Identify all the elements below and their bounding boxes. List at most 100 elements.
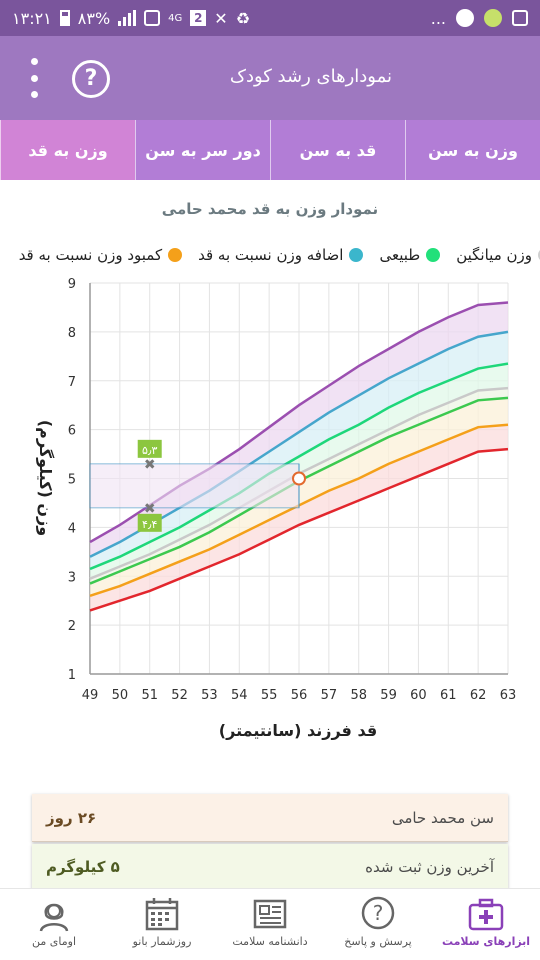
marker-label: ۵٫۳	[142, 444, 157, 457]
marker-cross-icon: ✖	[144, 501, 156, 517]
x-tick-label: 53	[201, 688, 218, 703]
more-dots: ...	[430, 8, 446, 28]
nav-calendar[interactable]: روزشمار بانو	[108, 889, 216, 960]
marker-label: ۴٫۴	[142, 518, 157, 531]
chart-band	[90, 424, 508, 611]
gallery-icon	[512, 10, 528, 26]
last-weight-card: آخرین وزن ثبت شده ۵ کیلوگرم	[32, 844, 508, 890]
series-line	[89, 447, 509, 612]
leaf-icon	[484, 9, 502, 27]
y-tick-label: 7	[68, 375, 76, 390]
nav-label: ابزارهای سلامت	[441, 935, 531, 948]
marker-cross-icon: ✖	[144, 457, 156, 473]
last-weight-label: آخرین وزن ثبت شده	[365, 858, 494, 876]
legend-label: کمبود وزن نسبت به قد	[18, 246, 163, 264]
age-card: سن محمد حامی ۲۶ روز	[32, 794, 508, 842]
nav-my-profile[interactable]: اومای من	[0, 889, 108, 960]
age-label: سن محمد حامی	[391, 808, 494, 827]
y-tick-label: 3	[68, 570, 76, 585]
battery-percent: ۸۳%	[77, 8, 111, 28]
help-button[interactable]: ?	[72, 60, 110, 98]
x-tick-label: 59	[380, 688, 397, 703]
nav-label: دانشنامه سلامت	[232, 935, 308, 948]
x-tick-label: 62	[470, 688, 487, 703]
tab-head-circumference[interactable]: دور سر به سن	[135, 120, 270, 180]
weight-for-height-chart: 49 50 51 52 53 54 55 56 57 58 59 60 61 62 63123456789✖…	[36, 277, 517, 740]
x-tick-label: 54	[231, 688, 248, 703]
recycle-icon: ♻	[235, 8, 251, 28]
status-right: ...	[431, 9, 528, 28]
marker-badge	[137, 439, 162, 458]
y-tick-label: 6	[68, 424, 76, 439]
chart-legend: وزن میانگین طبیعی اضافه وزن نسبت به قد ک…	[0, 246, 540, 270]
nav-health-tools[interactable]: ابزارهای سلامت	[432, 889, 540, 960]
y-tick-label: 4	[68, 521, 76, 536]
age-value: ۲۶ روز	[46, 808, 97, 827]
y-axis-title: وزن (کیلوگرم)	[36, 420, 55, 536]
signal-icon	[118, 10, 137, 26]
nav-encyclopedia[interactable]: دانشنامه سلامت	[216, 889, 324, 960]
legend-label: طبیعی	[379, 246, 421, 264]
clock-text: ۱۳:۲۱	[12, 8, 52, 28]
tab-weight-for-age[interactable]: وزن به سن	[405, 120, 540, 180]
x-axis-title: قد فرزند (سانتیمتر)	[219, 721, 377, 740]
x-tick-label: 50	[112, 688, 129, 703]
network-type: 4G	[168, 12, 183, 24]
page-title: نمودارهای رشد کودک	[229, 66, 392, 87]
y-tick-label: 9	[68, 277, 76, 292]
x-tick-label: 63	[500, 688, 517, 703]
y-tick-label: 1	[68, 668, 76, 683]
x-tick-label: 58	[350, 688, 367, 703]
app-shortcut-icon	[456, 9, 474, 27]
legend-item-underweight[interactable]: کمبود وزن نسبت به قد	[18, 246, 183, 264]
battery-icon	[59, 10, 70, 26]
range-box	[89, 463, 300, 509]
svg-text:?: ?	[373, 901, 384, 925]
chart-band	[90, 331, 508, 569]
sim-badge: 2	[190, 10, 207, 26]
x-tick-label: 51	[141, 688, 158, 703]
sim-icon	[144, 10, 161, 26]
tab-height-for-age[interactable]: قد به سن	[270, 120, 405, 180]
status-bar: ۱۳:۲۱ ۸۳% 4G 2 ✕ ♻ ...	[0, 0, 540, 36]
legend-dot-icon	[349, 248, 364, 262]
measurement-point	[292, 471, 306, 486]
legend-label: اضافه وزن نسبت به قد	[198, 246, 344, 264]
legend-item-overweight[interactable]: اضافه وزن نسبت به قد	[198, 246, 364, 264]
tab-weight-for-height[interactable]: وزن به قد	[0, 120, 135, 180]
calendar-icon	[142, 895, 182, 933]
y-tick-label: 2	[68, 619, 76, 634]
x-tick-label: 61	[440, 688, 457, 703]
x-tick-label: 55	[261, 688, 278, 703]
nav-label: اومای من	[32, 935, 76, 948]
nav-label: پرسش و پاسخ	[344, 935, 412, 948]
nav-questions[interactable]: ? پرسش و پاسخ	[324, 889, 432, 960]
legend-dot-icon	[538, 248, 540, 262]
status-left: ۱۳:۲۱ ۸۳% 4G 2 ✕ ♻	[12, 9, 250, 28]
x-tick-label: 57	[321, 688, 338, 703]
y-tick-label: 8	[68, 326, 76, 341]
marker-badge	[137, 513, 162, 532]
app-bar: ? نمودارهای رشد کودک	[0, 36, 540, 120]
last-weight-value: ۵ کیلوگرم	[46, 858, 120, 876]
question-bubble-icon: ?	[358, 895, 398, 933]
mute-icon: ✕	[214, 8, 228, 28]
x-tick-label: 60	[410, 688, 427, 703]
first-aid-kit-icon	[466, 895, 506, 933]
newspaper-icon	[250, 895, 290, 933]
legend-dot-icon	[426, 248, 441, 262]
series-line	[89, 362, 509, 571]
overflow-menu-icon[interactable]	[24, 58, 44, 98]
x-tick-label: 52	[171, 688, 188, 703]
woman-avatar-icon	[34, 895, 74, 933]
chart-band	[90, 388, 508, 584]
bottom-navigation: ابزارهای سلامت ? پرسش و پاسخ دانشنامه سل…	[0, 888, 540, 960]
chart-title: نمودار وزن به قد محمد حامی	[161, 200, 379, 218]
x-tick-label: 49	[82, 688, 99, 703]
legend-item-average[interactable]: وزن میانگین	[456, 246, 540, 264]
x-tick-label: 56	[291, 688, 308, 703]
nav-label: روزشمار بانو	[132, 935, 192, 948]
y-tick-label: 5	[68, 473, 76, 488]
legend-item-normal[interactable]: طبیعی	[379, 246, 441, 264]
